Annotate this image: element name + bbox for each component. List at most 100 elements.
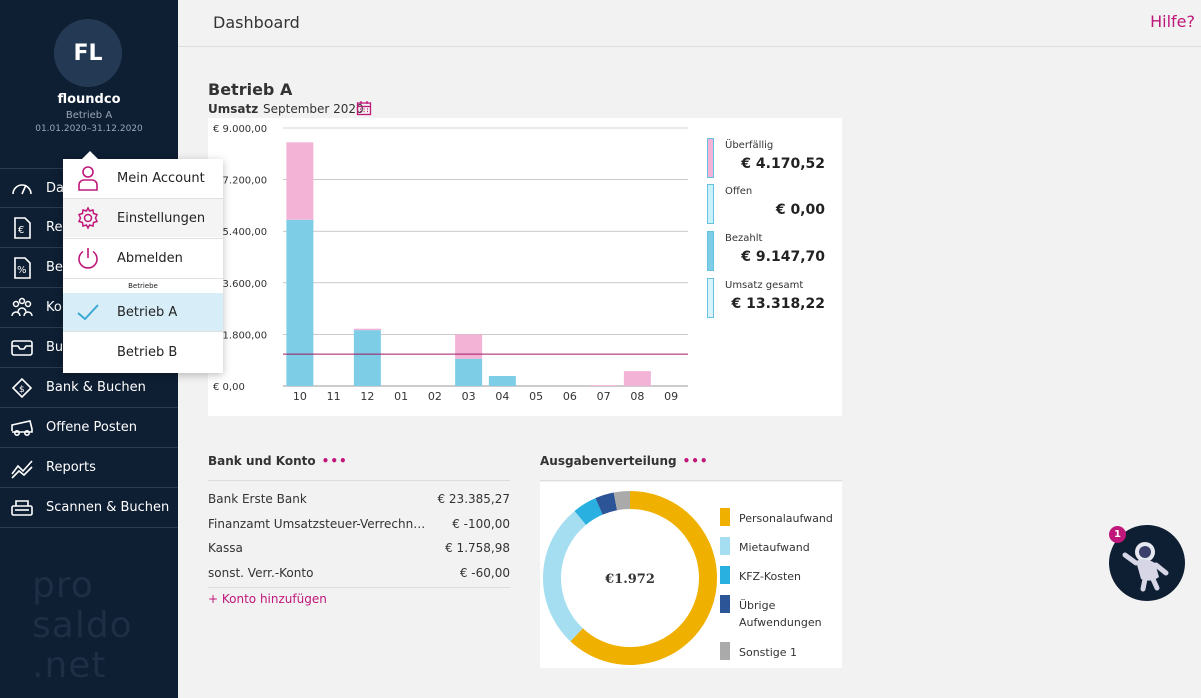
svg-text:%: % [17,265,27,276]
avatar[interactable]: FL [54,19,122,87]
umsatz-period[interactable]: September 2020 [263,102,364,116]
page-title: Dashboard [213,13,300,32]
donut-center-value: €1.972 [604,572,655,587]
top-header: Dashboard Hilfe? [178,0,1201,47]
expense-donut-panel: €1.972 [540,482,842,668]
inbox-icon [10,336,34,360]
expense-legend-label: Sonstige 1 [739,646,798,659]
calendar-icon[interactable] [356,100,372,116]
bank-account-row[interactable]: Kassa € 1.758,98 [208,541,510,561]
sidebar-item-scannen[interactable]: Scannen & Buchen [0,488,178,528]
bar-bezahlt-03[interactable] [455,358,483,386]
company-title: Betrieb A [208,80,293,99]
scanner-icon [10,496,34,520]
x-tick-label: 03 [462,390,476,403]
x-tick-label: 02 [428,390,442,403]
add-account-link[interactable]: + Konto hinzufügen [208,592,327,606]
legend-value: € 9.147,70 [741,249,825,265]
expense-legend-swatch [720,537,730,555]
umsatz-chart-panel: € 0,00 € 1.800,00 € 3.600,00 € 5.400,00 € 7.… [208,118,842,416]
x-tick-label: 06 [563,390,577,403]
bank-card-icon: $ [10,376,34,400]
bank-account-row[interactable]: Bank Erste Bank € 23.385,27 [208,492,510,512]
bank-account-row[interactable]: sonst. Verr.-Konto € -60,00 [208,566,510,586]
bar-überfällig-12[interactable] [353,328,381,331]
account-dropdown: Mein Account Einstellungen Abmelden Betr… [63,151,223,373]
menu-item-betrieb-a[interactable]: Betrieb A [63,293,223,331]
x-tick-label: 05 [529,390,543,403]
x-tick-label: 04 [495,390,509,403]
checkmark-icon [75,299,101,325]
user-period: 01.01.2020–31.12.2020 [35,124,143,134]
menu-item-abmelden[interactable]: Abmelden [63,239,223,277]
gauge-icon [10,176,34,200]
umsatz-chart: € 0,00 € 1.800,00 € 3.600,00 € 5.400,00 € 7.… [213,124,688,403]
sidebar-item-label: Offene Posten [46,420,137,435]
sidebar-item-label: Bel [46,260,67,275]
legend-label: Überfällig [725,140,774,151]
bank-more-menu[interactable]: ••• [321,454,348,468]
legend-item[interactable]: Offen € 0,00 [707,184,837,224]
svg-text:€: € [18,225,24,236]
y-tick-label: € 3.600,00 [213,279,267,290]
sidebar-item-label: Bank & Buchen [46,380,146,395]
account-balance: € -100,00 [452,517,510,531]
donut-slice-0[interactable] [570,491,717,665]
y-tick-label: € 0,00 [213,382,245,393]
euro-document-icon: € [10,216,34,240]
donut-slice-2[interactable] [574,498,603,526]
user-name[interactable]: floundco [57,92,121,107]
menu-item-betrieb-b[interactable]: Betrieb B [117,344,178,360]
bar-überfällig-08[interactable] [623,371,651,386]
bar-bezahlt-04[interactable] [488,375,516,386]
y-tick-label: € 5.400,00 [213,227,267,238]
astronaut-icon [1122,542,1169,592]
donut-slice-3[interactable] [595,492,618,515]
account-balance: € -60,00 [459,566,510,580]
bar-überfällig-07[interactable] [590,385,618,386]
car-icon [10,416,34,440]
bar-bezahlt-10[interactable] [286,219,314,386]
donut-slice-1[interactable] [543,510,587,642]
power-icon [75,245,101,271]
legend-item[interactable]: Bezahlt € 9.147,70 [707,231,837,271]
x-tick-label: 07 [597,390,611,403]
x-tick-label: 12 [360,390,374,403]
account-name: sonst. Verr.-Konto [208,566,314,580]
gear-icon [75,205,101,231]
legend-label: Offen [725,186,753,197]
legend-swatch [707,231,714,271]
bank-account-row[interactable]: Finanzamt Umsatzsteuer-Verrechnungskonto… [208,517,510,537]
x-tick-label: 10 [293,390,307,403]
people-icon [10,296,34,320]
menu-item-einstellungen[interactable]: Einstellungen [63,199,223,237]
svg-text:$: $ [19,385,25,395]
x-tick-label: 01 [394,390,408,403]
menu-item-mein-account[interactable]: Mein Account [63,159,223,197]
x-tick-label: 08 [630,390,644,403]
bar-überfällig-03[interactable] [455,334,483,359]
sidebar-item-reports[interactable]: Reports [0,448,178,488]
expense-legend-swatch [720,508,730,526]
donut-slice-4[interactable] [613,491,631,511]
percent-document-icon: % [10,256,34,280]
bar-bezahlt-12[interactable] [353,330,381,386]
chat-notification-badge: 1 [1109,526,1126,543]
help-link[interactable]: Hilfe? [1150,12,1195,31]
expense-more-menu[interactable]: ••• [682,454,709,468]
expense-legend-swatch [720,642,730,660]
expense-donut-chart: €1.972 [543,491,717,665]
sidebar-item-label: Scannen & Buchen [46,500,170,515]
legend-item[interactable]: Umsatz gesamt € 13.318,22 [707,278,837,318]
bar-überfällig-10[interactable] [286,142,314,220]
sidebar-item-label: Reports [46,460,96,475]
expense-legend-label: Übrige Aufwendungen [739,599,822,629]
legend-label: Bezahlt [725,233,763,244]
sidebar-item-offene-posten[interactable]: Offene Posten [0,408,178,448]
expense-legend-swatch [720,566,730,584]
trend-icon [10,456,34,480]
sidebar-item-bank-buchen[interactable]: $ Bank & Buchen [0,368,178,408]
legend-value: € 0,00 [775,202,825,218]
legend-label: Umsatz gesamt [725,280,804,291]
legend-item[interactable]: Überfällig € 4.170,52 [707,138,837,178]
